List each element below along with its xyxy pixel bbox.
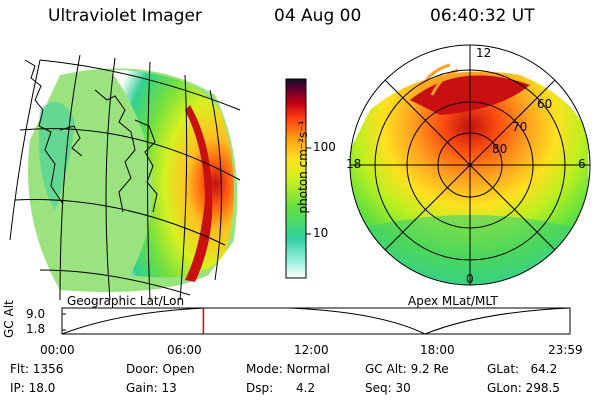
mlt-label-6: 6: [578, 157, 586, 171]
ytick-1-8: 1.8: [26, 322, 46, 336]
ytick-9: 9.0: [26, 307, 46, 321]
mlt-label-0: 0: [466, 272, 474, 286]
xtick-0600: 06:00: [167, 343, 202, 357]
timeline-ylabel: GC Alt: [2, 300, 16, 338]
xtick-1200: 12:00: [294, 343, 329, 357]
left-panel-caption: Geographic Lat/Lon: [67, 294, 185, 308]
stat-flt: Flt: 1356: [10, 362, 64, 376]
lat-label-70: 70: [512, 120, 528, 134]
stat-glon: GLon: 298.5: [487, 381, 560, 395]
timeline-frame: [61, 307, 571, 335]
stat-door: Door: Open: [126, 362, 195, 376]
stat-ip: IP: 18.0: [10, 381, 56, 395]
stat-seq: Seq: 30: [365, 381, 411, 395]
stat-gcalt: GC Alt: 9.2 Re: [365, 362, 449, 376]
stat-dsp: Dsp: 4.2: [246, 381, 316, 395]
colorbar-tick-10: 10: [313, 226, 329, 240]
instrument-title: Ultraviolet Imager: [48, 6, 202, 26]
time-label: 06:40:32 UT: [430, 6, 535, 26]
lat-label-80: 80: [492, 142, 508, 156]
xtick-0000: 00:00: [40, 343, 75, 357]
mlt-label-18: 18: [346, 157, 362, 171]
stat-mode: Mode: Normal: [246, 362, 330, 376]
date-label: 04 Aug 00: [274, 6, 362, 26]
stat-gain: Gain: 13: [126, 381, 177, 395]
stat-glat: GLat: 64.2: [487, 362, 558, 376]
xtick-1800: 18:00: [420, 343, 455, 357]
xtick-2359: 23:59: [548, 343, 583, 357]
altitude-curve: [61, 307, 571, 335]
colorbar-tick-100: 100: [313, 140, 336, 154]
lat-label-60: 60: [537, 97, 553, 111]
mlt-label-12: 12: [476, 46, 492, 60]
right-panel-caption: Apex MLat/MLT: [408, 294, 498, 308]
